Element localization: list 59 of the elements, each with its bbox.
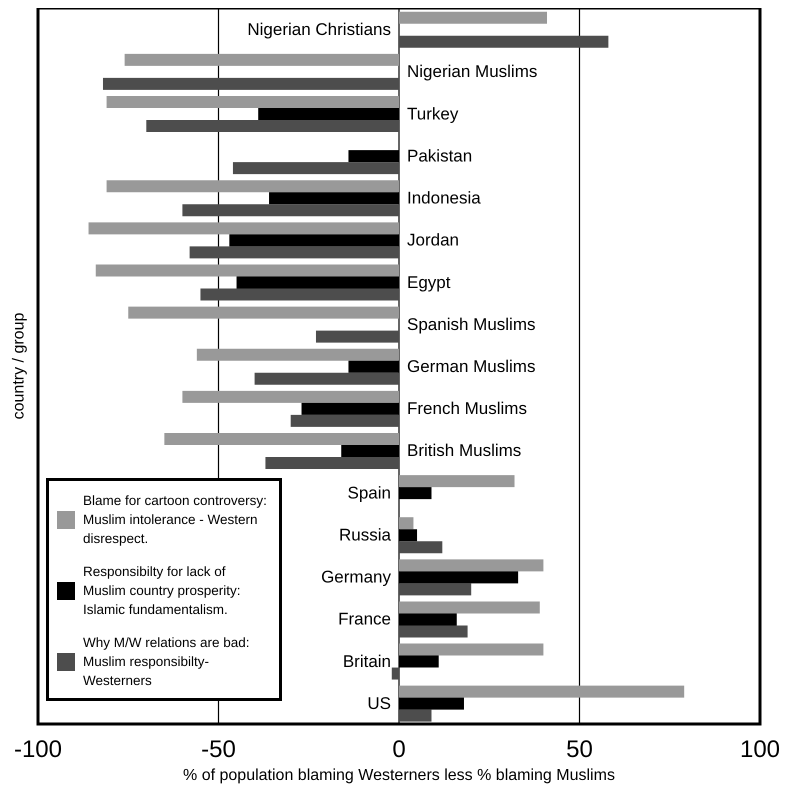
x-tick-label: 0 <box>392 736 406 764</box>
bar <box>128 306 399 319</box>
bar <box>399 475 515 488</box>
bar <box>200 288 399 300</box>
bar <box>399 517 414 530</box>
y-tick-label: Pakistan <box>407 146 472 166</box>
bar <box>124 54 399 66</box>
bar <box>399 12 548 24</box>
bar <box>164 432 399 445</box>
bar <box>399 710 432 722</box>
bar <box>399 541 442 554</box>
y-tick-label: Spain <box>348 483 391 502</box>
y-tick-label: Indonesia <box>407 188 482 208</box>
bar <box>96 264 399 276</box>
bar <box>106 96 399 108</box>
bar <box>196 348 399 361</box>
x-axis-title: % of population blaming Westerners less % blaming Muslims <box>183 767 615 784</box>
bar <box>254 372 399 385</box>
y-tick-label: Egypt <box>407 272 451 292</box>
legend-label: Responsibilty for lack of Muslim country prosperity: Islamic fundamentalism. <box>83 563 242 619</box>
y-tick-label: Britain <box>342 652 391 671</box>
y-tick-label: France <box>338 610 391 629</box>
bar <box>265 456 399 469</box>
y-tick-label: French Muslims <box>407 399 527 418</box>
bar <box>399 644 544 656</box>
bar <box>182 390 399 403</box>
bar <box>106 180 399 192</box>
y-axis-title: country / group <box>10 312 28 420</box>
bar <box>392 668 399 680</box>
y-tick-label: Russia <box>339 525 392 544</box>
y-tick-label: German Muslims <box>407 357 536 376</box>
x-tick-label: 50 <box>566 736 593 764</box>
bar <box>399 625 468 638</box>
y-tick-label: Germany <box>321 568 392 587</box>
bar <box>399 601 540 614</box>
y-tick-label: Nigerian Muslims <box>407 62 538 82</box>
bar <box>102 78 399 90</box>
x-tick-label: 100 <box>740 736 780 764</box>
legend-label: Why M/W relations are bad: Muslim responsibilty- Westerners <box>83 634 251 690</box>
y-tick-label: British Muslims <box>407 441 522 460</box>
bar <box>290 414 399 427</box>
bar <box>399 583 472 596</box>
bar <box>88 222 399 234</box>
y-tick-label: Turkey <box>407 104 459 124</box>
bar <box>316 330 399 343</box>
bar <box>146 120 399 132</box>
x-tick-label: -50 <box>201 736 236 764</box>
y-tick-label: Jordan <box>407 230 459 250</box>
bar <box>399 36 608 48</box>
x-tick-label: -100 <box>14 736 62 764</box>
legend-label: Blame for cartoon controversy: Muslim intolerance - Western disrespect. <box>83 492 268 548</box>
y-tick-label: US <box>367 694 391 713</box>
bar <box>399 686 684 698</box>
bar <box>182 204 399 216</box>
bar <box>232 162 399 174</box>
y-tick-label: Spanish Muslims <box>407 314 536 334</box>
bar <box>399 559 544 572</box>
bar <box>190 246 399 258</box>
y-tick-label: Nigerian Christians <box>247 20 391 40</box>
